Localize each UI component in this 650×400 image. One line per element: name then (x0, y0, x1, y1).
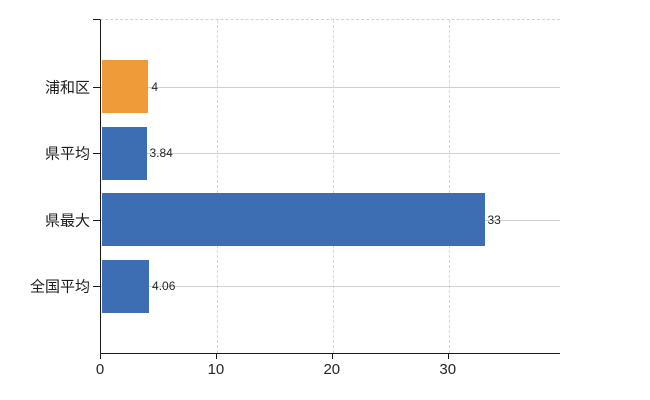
x-tick-label: 20 (323, 361, 341, 378)
gridline-vertical (216, 20, 218, 353)
x-axis-tick (331, 354, 333, 359)
y-axis-tick (93, 86, 100, 88)
bar (102, 193, 485, 247)
value-label: 33 (487, 212, 501, 227)
x-axis-tick (100, 354, 101, 359)
value-label: 3.84 (149, 146, 173, 161)
x-tick-label: 0 (95, 361, 105, 378)
x-axis-tick (447, 354, 449, 359)
y-axis-tick (93, 153, 100, 155)
plot-area: 4 3.84 33 4.06 (100, 19, 560, 354)
bar (102, 60, 149, 114)
category-label: 浦和区 (44, 79, 90, 97)
value-label: 4.06 (152, 279, 176, 294)
x-tick-label: 10 (207, 361, 225, 378)
gridline-vertical (332, 20, 334, 353)
category-label: 県平均 (44, 145, 90, 163)
bar (102, 259, 150, 313)
gridline-horizontal (101, 86, 560, 88)
category-label: 全国平均 (29, 278, 90, 296)
x-tick-label: 30 (439, 361, 457, 378)
y-axis-tick (93, 286, 100, 288)
bar (102, 126, 147, 180)
category-label: 県最大 (44, 212, 90, 230)
gridline-horizontal (101, 286, 560, 288)
y-axis-tick (93, 19, 100, 20)
gridline-horizontal (101, 153, 560, 155)
y-axis-tick (93, 219, 100, 221)
x-axis-tick (215, 354, 217, 359)
value-label: 4 (151, 79, 159, 94)
gridline-vertical (448, 20, 450, 353)
